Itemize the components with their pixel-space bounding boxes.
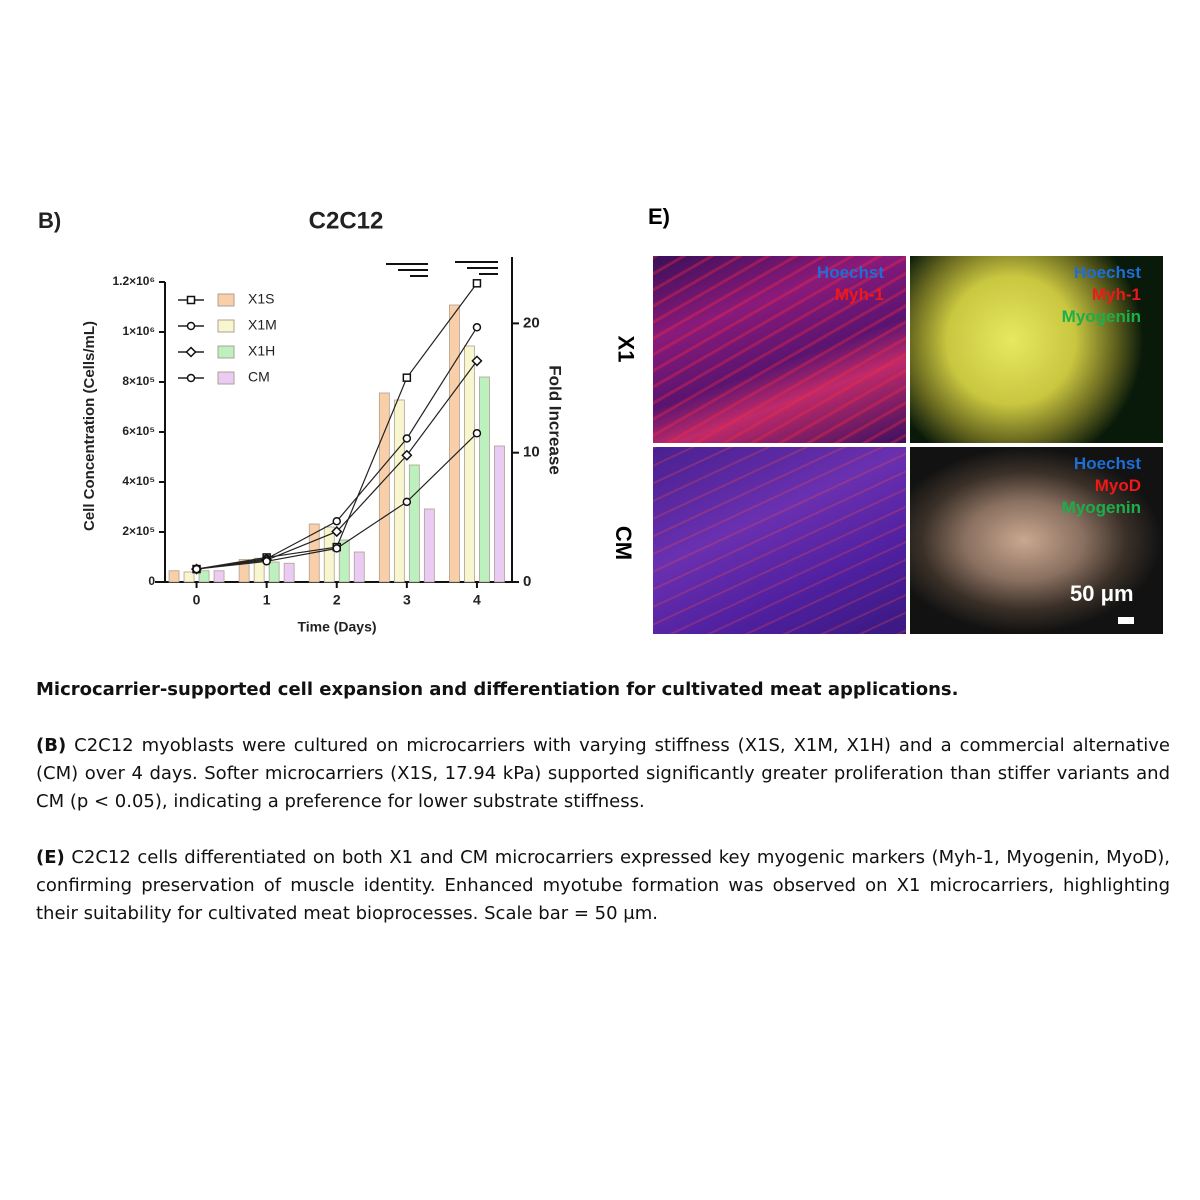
y-tick-label: 4×10⁵ xyxy=(122,474,155,488)
micrograph: Hoechst Myh-1 xyxy=(653,256,906,443)
fold-line xyxy=(196,360,478,570)
line-marker xyxy=(331,526,343,538)
y-tick-label: 8×10⁵ xyxy=(122,374,155,388)
bar xyxy=(423,508,435,583)
bar xyxy=(213,570,225,583)
micrograph xyxy=(653,447,906,634)
y2-axis-label: Fold Increase xyxy=(546,365,565,475)
bar xyxy=(238,559,250,583)
bar xyxy=(183,571,195,583)
stain-label: Hoechst xyxy=(1073,263,1141,282)
y-tick-label: 1×10⁶ xyxy=(122,324,155,338)
caption-paragraph: (E) C2C12 cells differentiated on both X… xyxy=(36,844,1170,928)
stain-label: Hoechst xyxy=(816,263,884,282)
line-marker xyxy=(186,321,196,331)
legend-label: X1M xyxy=(248,317,277,333)
stain-labels: Hoechst Myh-1 Myogenin xyxy=(1062,262,1141,328)
line-marker xyxy=(471,355,483,367)
y-tick-label: 1.2×10⁶ xyxy=(112,274,155,288)
legend-swatch xyxy=(217,319,235,333)
chart: B) C2C12 Cell Concentration (Cells/mL) F… xyxy=(38,207,565,635)
line-marker xyxy=(332,544,341,553)
row-label: CM xyxy=(611,525,637,561)
bar xyxy=(479,376,490,583)
stain-label: Myh-1 xyxy=(1091,285,1141,304)
x-tick-label: 0 xyxy=(193,592,201,608)
y2-tick-label: 20 xyxy=(523,314,540,331)
y-axis-label: Cell Concentration (Cells/mL) xyxy=(81,321,98,531)
stain-label: Myogenin xyxy=(1061,498,1141,517)
stain-label: MyoD xyxy=(1094,476,1141,495)
line-marker xyxy=(402,434,412,443)
y-tick-label: 0 xyxy=(148,574,155,588)
bar xyxy=(168,570,180,583)
x-axis-label: Time (Days) xyxy=(297,619,376,635)
bar xyxy=(378,392,390,583)
line-marker xyxy=(401,449,413,461)
line-marker xyxy=(185,346,197,358)
scale-bar xyxy=(1118,617,1134,624)
bar xyxy=(338,539,350,583)
row-label: X1 xyxy=(613,335,639,363)
caption-label: (B) xyxy=(36,735,67,756)
x-tick-label: 4 xyxy=(473,592,481,608)
stain-label: Hoechst xyxy=(1073,454,1141,473)
significance-bars xyxy=(386,261,498,277)
bar xyxy=(464,345,475,583)
scale-bar-label: 50 μm xyxy=(1070,581,1134,606)
y-tick-label: 6×10⁵ xyxy=(122,424,155,438)
caption-text: C2C12 myoblasts were cultured on microca… xyxy=(36,735,1170,812)
stain-labels: Hoechst MyoD Myogenin xyxy=(1062,453,1141,519)
line-marker xyxy=(192,564,201,574)
stain-label: Myogenin xyxy=(1061,307,1141,326)
legend-swatch xyxy=(217,371,235,385)
y-tick-label: 2×10⁵ xyxy=(122,524,155,538)
line-marker xyxy=(472,429,482,438)
legend-swatch xyxy=(217,345,235,359)
legend-label: X1S xyxy=(248,291,274,307)
legend-swatch xyxy=(217,293,235,307)
caption-text: C2C12 cells differentiated on both X1 an… xyxy=(36,847,1170,924)
y2-tick-label: 10 xyxy=(523,444,540,461)
stain-labels: Hoechst Myh-1 xyxy=(817,262,884,306)
caption-label: (E) xyxy=(36,847,65,868)
bar xyxy=(353,551,365,583)
x-tick-label: 1 xyxy=(263,592,271,608)
micrograph: Hoechst MyoD Myogenin 50 μm xyxy=(910,447,1163,634)
bar xyxy=(268,561,280,583)
panel-label: B) xyxy=(38,208,61,233)
stain-label: Myh-1 xyxy=(834,285,884,304)
y2-tick-label: 0 xyxy=(523,573,531,590)
legend-label: CM xyxy=(248,369,270,385)
line-marker xyxy=(402,373,412,382)
line-marker xyxy=(472,323,482,332)
x-tick-label: 3 xyxy=(403,592,411,608)
bar xyxy=(408,464,420,583)
bar xyxy=(283,562,295,583)
micrograph: Hoechst Myh-1 Myogenin xyxy=(910,256,1163,443)
line-marker xyxy=(472,279,482,288)
caption-title: Microcarrier-supported cell expansion an… xyxy=(36,679,959,700)
bar xyxy=(323,526,335,583)
line-marker xyxy=(186,373,196,383)
bar xyxy=(393,399,405,583)
caption: Microcarrier-supported cell expansion an… xyxy=(36,676,1170,956)
line-marker xyxy=(402,497,412,507)
bar xyxy=(494,445,505,583)
line-marker xyxy=(186,295,196,305)
x-tick-label: 2 xyxy=(333,592,341,608)
bar xyxy=(449,304,460,583)
bar xyxy=(198,570,210,583)
caption-paragraph: (B) C2C12 myoblasts were cultured on mic… xyxy=(36,732,1170,816)
chart-title: C2C12 xyxy=(309,207,384,234)
panel-label: E) xyxy=(648,204,670,229)
legend-label: X1H xyxy=(248,343,275,359)
line-marker xyxy=(332,516,341,526)
line-marker xyxy=(262,557,271,566)
